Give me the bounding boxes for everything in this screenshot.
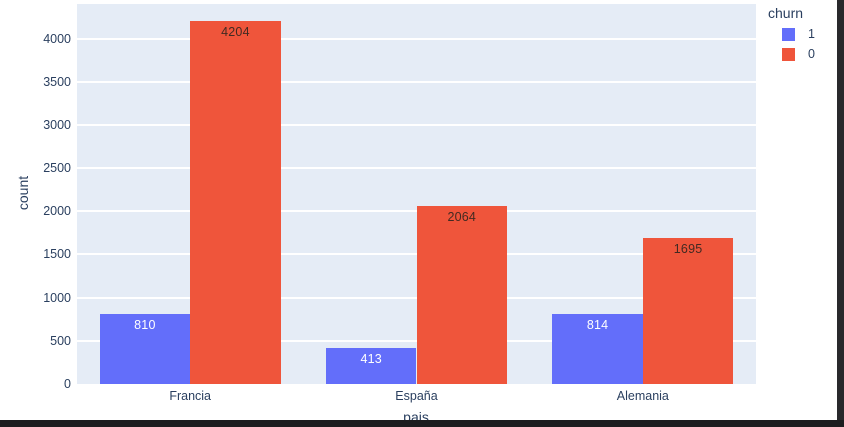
legend-title: churn [768,5,804,21]
y-tick-label: 1000 [43,290,71,305]
legend-item-churn-0[interactable]: 0 [768,47,834,61]
legend-item-label: 1 [808,27,815,41]
bar-value-label: 4204 [221,24,250,39]
y-tick-label: 3500 [43,74,71,89]
y-tick-label: 0 [64,377,71,391]
bar-españa-churn-0[interactable]: 2064 [416,205,508,384]
bar-españa-churn-1[interactable]: 413 [325,348,417,384]
x-tick-label-alemania: Alemania [616,389,669,403]
bar-francia-churn-0[interactable]: 4204 [190,20,281,384]
y-axis-title: count [15,175,32,211]
y-tick-label: 2000 [43,204,71,219]
y-tick-label: 4000 [43,31,71,46]
y-tick-label: 1500 [43,247,71,262]
bar-francia-churn-1[interactable]: 810 [99,314,191,384]
legend-swatch-icon [782,47,795,61]
plot-area: 810 4204 413 2064 814 1695 [77,4,756,384]
legend-item-churn-1[interactable]: 1 [768,27,834,41]
bar-value-label: 2064 [447,209,477,224]
bar-value-label: 413 [360,352,382,367]
window-edge-bottom [0,420,844,427]
gridline [77,167,756,170]
window-edge-right [837,0,844,427]
gridline [77,37,756,40]
bar-alemania-churn-1[interactable]: 814 [552,313,643,384]
y-tick-label: 2500 [43,161,71,176]
bar-value-label: 814 [586,317,609,332]
gridline [77,123,756,126]
x-tick-label-españa: España [395,389,438,403]
x-tick-label-francia: Francia [169,389,211,403]
legend-swatch-icon [782,27,795,41]
bar-alemania-churn-0[interactable]: 1695 [642,237,734,384]
y-tick-label: 3000 [43,117,71,132]
bar-value-label: 1695 [673,241,703,256]
bar-value-label: 810 [134,318,156,333]
gridline [77,80,756,83]
y-tick-label: 500 [50,333,71,348]
legend-item-label: 0 [808,47,815,61]
